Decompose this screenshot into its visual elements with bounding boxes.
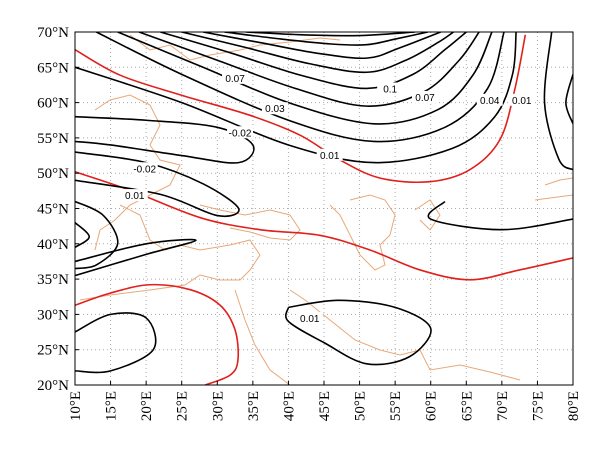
coastline <box>289 289 521 381</box>
coastline <box>94 94 181 251</box>
contour-line <box>75 222 91 249</box>
x-tick-label: 60°E <box>424 391 440 421</box>
contour-label-bg <box>227 126 254 139</box>
contour-line <box>117 32 493 125</box>
contour-labels: 0.07 0.03 -0.02 0.01 0.1 0.07 0.04 0.01 -0.02 0.0… <box>121 71 535 325</box>
contour-line <box>285 299 432 366</box>
contour-label-bg <box>131 162 158 175</box>
contours <box>75 32 573 385</box>
contour-label: 0.07 <box>415 93 435 104</box>
contour-label-bg <box>508 93 535 106</box>
axes: 20°N 25°N 30°N 35°N 40°N 45°N 50°N 55°N 60°N 65°N… <box>37 25 582 421</box>
contour-label: 0.03 <box>265 104 285 115</box>
y-tick-label: 35°N <box>37 272 69 288</box>
contour-line <box>75 283 240 385</box>
x-tick-label: 15°E <box>104 391 120 421</box>
contour-line <box>224 32 429 46</box>
contour-label-bg <box>261 102 288 115</box>
x-tick-label: 35°E <box>246 391 262 421</box>
x-tick-label: 80°E <box>566 391 582 421</box>
contour-label-bg <box>296 311 323 324</box>
contour-line <box>95 32 505 143</box>
contour-line <box>427 200 573 231</box>
x-tick-label: 10°E <box>68 391 84 421</box>
contour-line <box>245 32 416 37</box>
contour-label: 0.01 <box>512 96 532 107</box>
contour-line <box>75 32 517 164</box>
coastline <box>414 199 441 231</box>
contour-line <box>565 74 573 125</box>
contour-line <box>75 312 157 374</box>
x-tick-label: 70°E <box>495 391 511 421</box>
contour-line <box>160 32 467 90</box>
contour-label-bg <box>476 93 503 106</box>
x-tick-label: 20°E <box>139 391 155 421</box>
contour-line <box>75 200 119 270</box>
contour-label-bg <box>316 148 343 161</box>
contour-label: 0.01 <box>300 314 320 325</box>
contour-line <box>202 32 441 60</box>
contour-line <box>75 171 573 281</box>
x-tick-label: 45°E <box>317 391 333 421</box>
contour-label-bg <box>412 90 439 103</box>
contour-line <box>181 32 454 74</box>
contour-label: -0.02 <box>229 128 252 139</box>
contour-label-bg <box>222 71 249 84</box>
x-tick-label: 55°E <box>388 391 404 421</box>
x-tick-label: 40°E <box>281 391 297 421</box>
x-tick-label: 25°E <box>175 391 191 421</box>
contour-label: 0.1 <box>383 84 397 95</box>
x-tick-label: 65°E <box>459 391 475 421</box>
contour-label: 0.01 <box>125 191 145 202</box>
contour-label: 0.07 <box>225 74 245 85</box>
coastline <box>544 177 573 186</box>
contour-label: 0.04 <box>480 96 500 107</box>
x-tick-label: 75°E <box>530 391 546 421</box>
y-tick-label: 55°N <box>37 131 69 147</box>
x-tick-label: 50°E <box>353 391 369 421</box>
x-tick-label: 30°E <box>210 391 226 421</box>
coastline <box>129 34 341 61</box>
contour-label-bg <box>121 189 148 202</box>
y-tick-label: 70°N <box>37 25 69 41</box>
coastline <box>199 204 301 241</box>
coastline <box>329 194 396 271</box>
contour-line <box>543 32 573 171</box>
y-tick-label: 45°N <box>37 202 69 218</box>
y-tick-label: 20°N <box>37 378 69 394</box>
contour-line <box>75 238 197 277</box>
y-tick-label: 65°N <box>37 60 69 76</box>
y-tick-label: 25°N <box>37 343 69 359</box>
y-tick-label: 30°N <box>37 307 69 323</box>
contour-line <box>75 115 255 164</box>
coastline <box>234 289 291 385</box>
y-tick-label: 40°N <box>37 237 69 253</box>
contour-label-bg <box>377 82 404 95</box>
contour-label: -0.02 <box>133 164 156 175</box>
coastline <box>534 194 573 201</box>
contour-line <box>75 34 527 184</box>
y-tick-label: 50°N <box>37 166 69 182</box>
contour-line <box>138 32 480 107</box>
contour-label: 0.01 <box>320 151 340 162</box>
y-tick-label: 60°N <box>37 96 69 112</box>
